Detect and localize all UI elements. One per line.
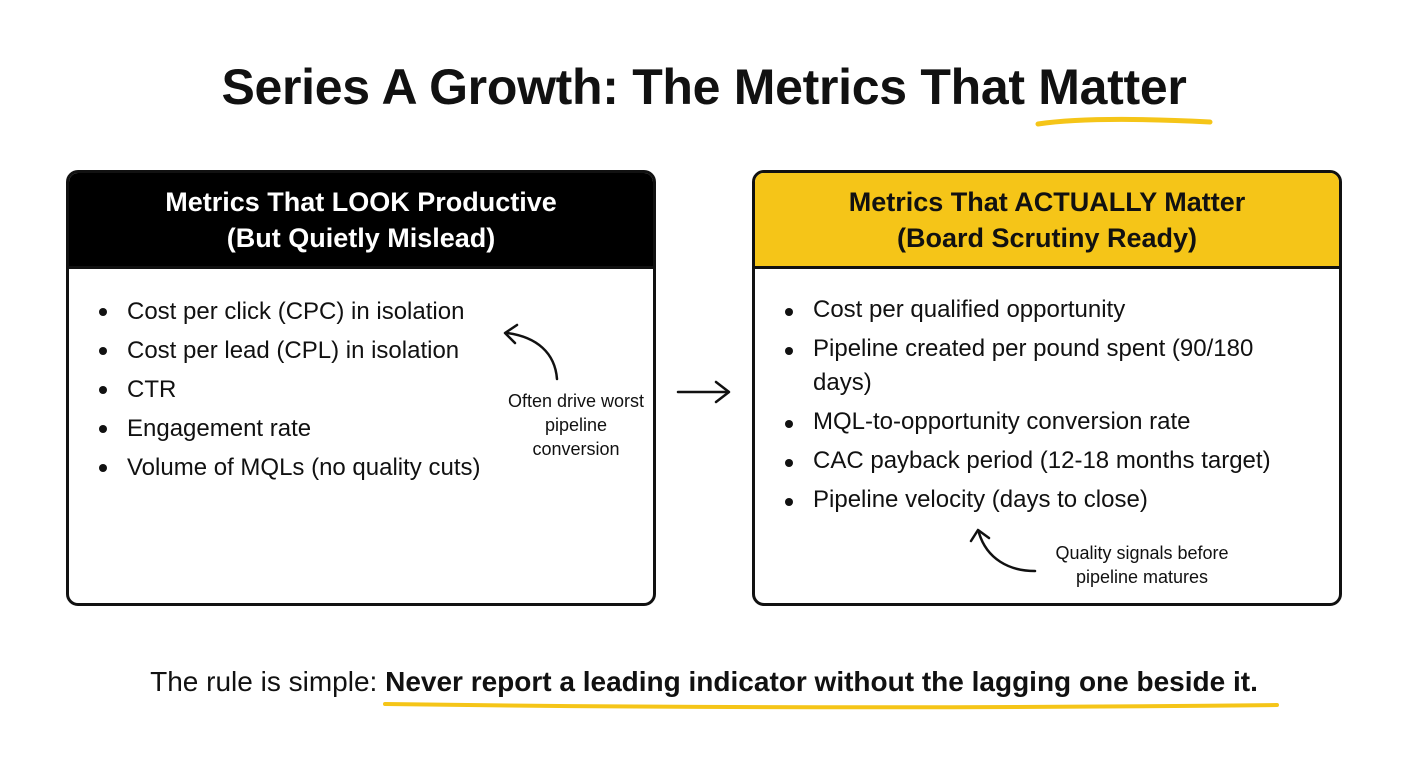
list-item: Volume of MQLs (no quality cuts) [91,449,521,486]
footer-prefix: The rule is simple: [150,666,386,697]
list-item: MQL-to-opportunity conversion rate [777,405,1297,439]
footer-emphasis-text: Never report a leading indicator without… [385,666,1258,697]
footer-rule: The rule is simple: Never report a leadi… [0,666,1408,710]
list-item: CAC payback period (12-18 months target) [777,444,1297,478]
list-item: Cost per qualified opportunity [777,293,1297,327]
actual-metrics-card: Metrics That ACTUALLY Matter (Board Scru… [752,170,1342,606]
curved-arrow-icon [503,323,559,381]
misleading-heading-line2: (But Quietly Mislead) [226,222,496,253]
actual-note: Quality signals before pipeline matures [1055,543,1229,587]
actual-heading-line2: (Board Scrutiny Ready) [896,222,1198,253]
list-item: Pipeline velocity (days to close) [777,483,1297,517]
misleading-heading-line1: Metrics That LOOK Productive [165,186,557,217]
list-item: Cost per click (CPC) in isolation [91,293,521,330]
actual-metrics-list: Cost per qualified opportunity Pipeline … [777,293,1297,522]
misleading-metrics-card: Metrics That LOOK Productive (But Quietl… [66,170,656,606]
title-prefix: Series A Growth: The Metrics That [221,59,1039,115]
actual-metrics-heading: Metrics That ACTUALLY Matter (Board Scru… [755,173,1339,269]
actual-heading-line1: Metrics That ACTUALLY Matter [848,186,1246,217]
title-highlight-text: Matter [1038,59,1187,115]
misleading-metrics-list: Cost per click (CPC) in isolation Cost p… [91,293,521,488]
title-underline-mark [1035,116,1213,127]
list-item: Pipeline created per pound spent (90/180… [777,332,1297,400]
footer-emphasis: Never report a leading indicator without… [383,666,1280,710]
misleading-note: Often drive worst pipeline conversion [507,391,645,459]
right-arrow-icon [676,380,731,404]
list-item: CTR [91,371,521,408]
list-item: Engagement rate [91,410,521,447]
footer-underline-mark [383,702,1280,710]
title-highlight: Matter [1035,58,1213,127]
list-item: Cost per lead (CPL) in isolation [91,332,521,369]
curved-arrow-icon [969,528,1037,573]
misleading-metrics-heading: Metrics That LOOK Productive (But Quietl… [69,173,653,269]
page-title: Series A Growth: The Metrics That Matter [0,58,1408,127]
